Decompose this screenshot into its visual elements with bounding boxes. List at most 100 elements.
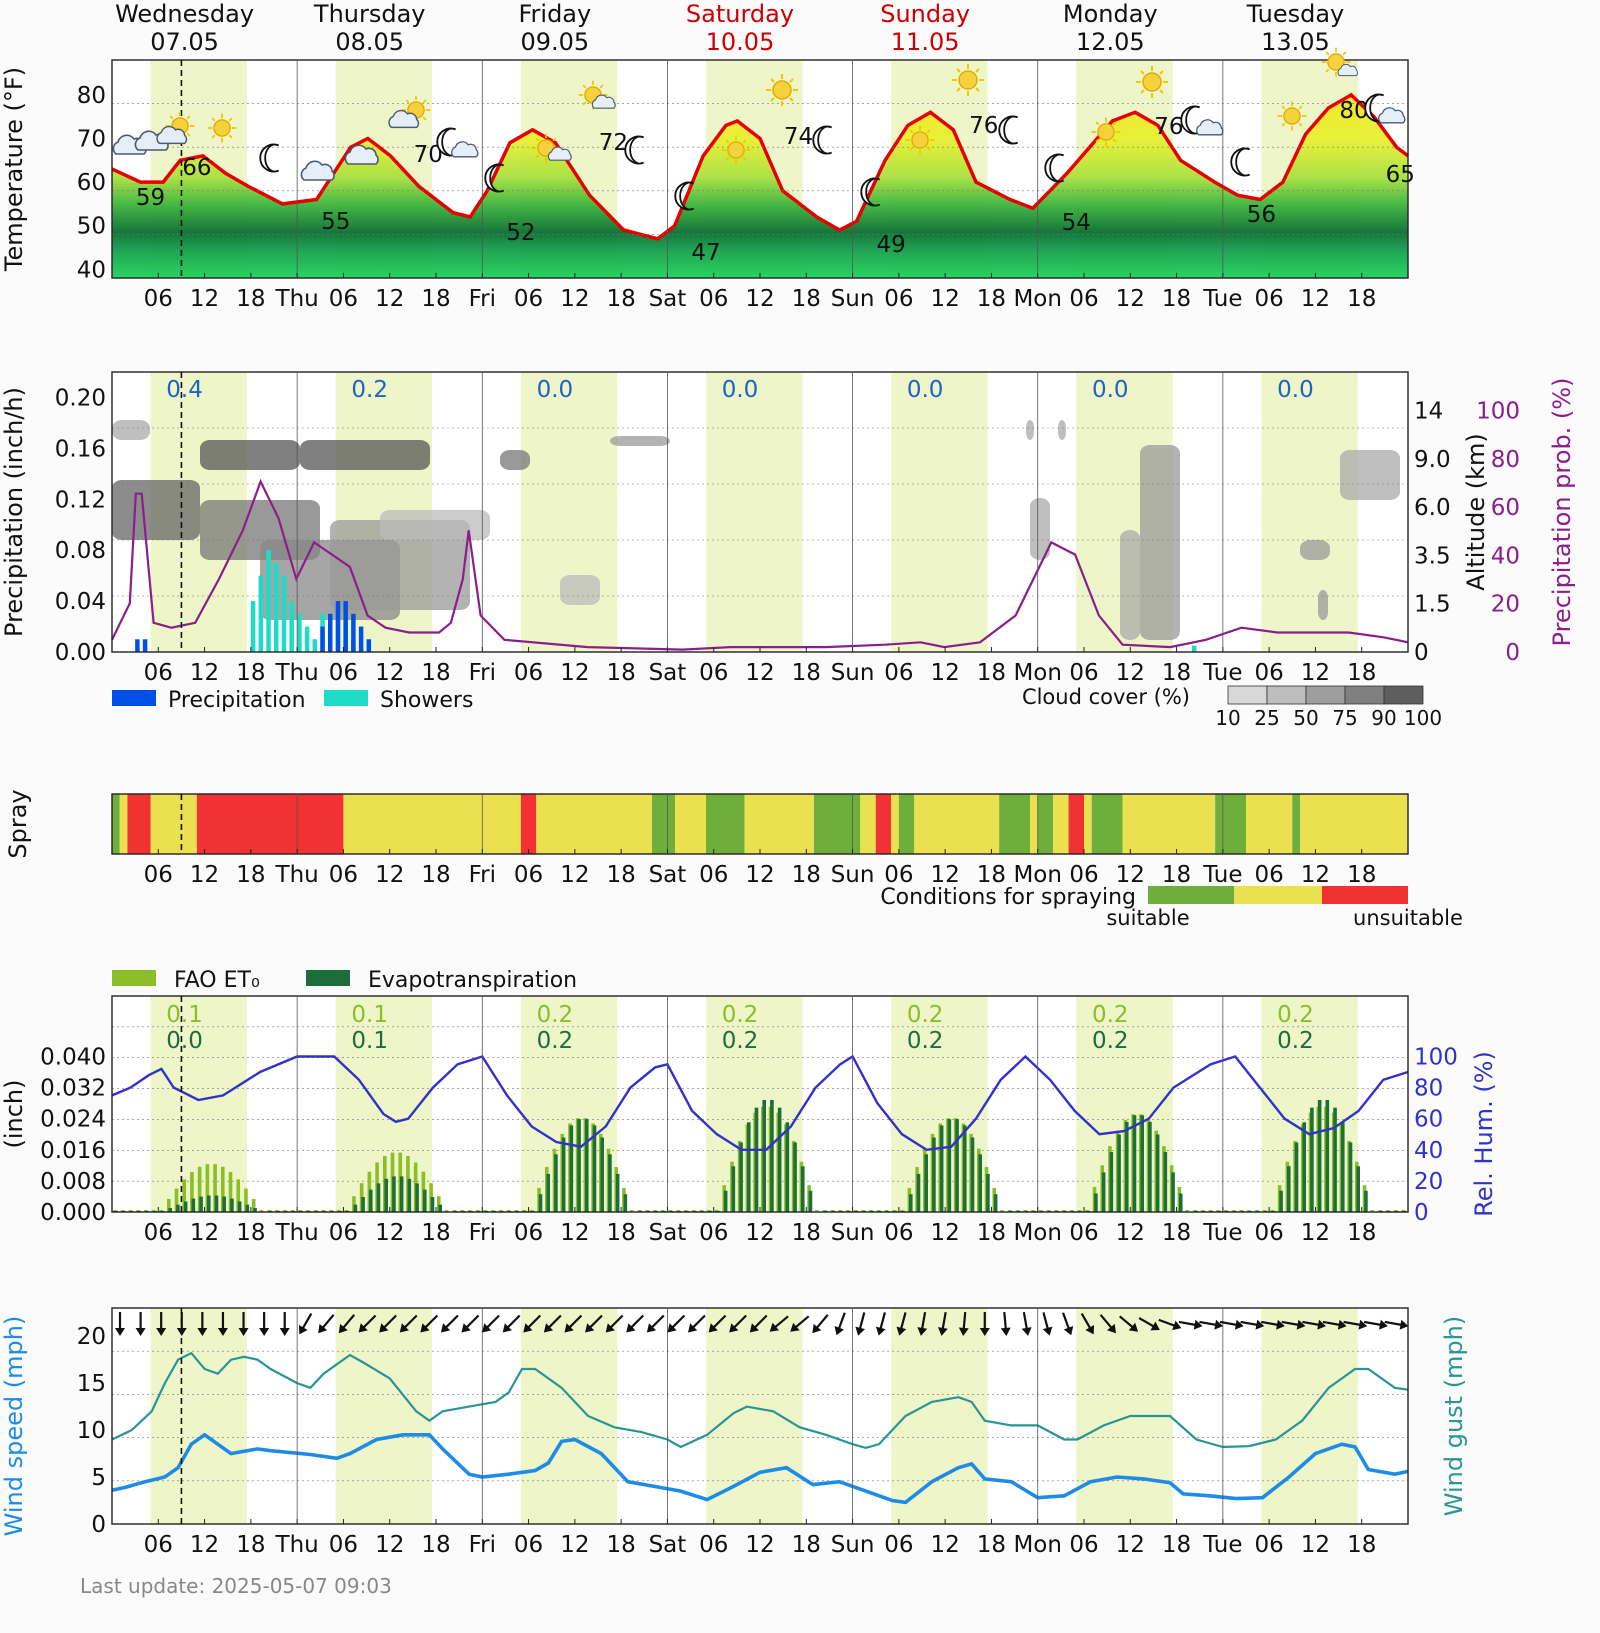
cloud-cover-blob	[330, 520, 470, 610]
arrow-head	[958, 1327, 969, 1336]
spray-segment	[814, 794, 861, 854]
x-tick-label: 06	[699, 862, 728, 888]
fao-et0-bar	[221, 1166, 225, 1212]
evapotranspiration-bar	[1286, 1166, 1291, 1212]
cloud-cover-blob	[380, 510, 490, 540]
temp-value-label: 74	[784, 124, 813, 150]
altitude-tick-label: 9.0	[1414, 447, 1451, 473]
wind-direction-arrow	[197, 1312, 208, 1336]
humidity-tick-label: 40	[1414, 1138, 1443, 1164]
x-tick-label: 18	[1162, 1532, 1191, 1558]
x-tick-label: Tue	[1202, 1532, 1242, 1558]
wind-direction-arrow	[1118, 1315, 1139, 1332]
arrow-head	[917, 1327, 928, 1336]
evapo-legend-label: Evapotranspiration	[368, 968, 577, 993]
evapotranspiration-bar	[183, 1201, 188, 1212]
altitude-axis-label: Altitude (km)	[1462, 433, 1490, 590]
evapotranspiration-bar	[1325, 1099, 1330, 1212]
fao-legend-swatch	[112, 970, 156, 986]
y-tick-label: 40	[77, 257, 106, 283]
showers-legend-swatch	[324, 690, 368, 706]
precipitation-bar	[328, 613, 333, 652]
evapotranspiration-bar	[1148, 1121, 1152, 1212]
x-tick-label: 12	[931, 1532, 960, 1558]
arrow-head	[749, 1323, 759, 1333]
temp-value-label: 80	[1339, 98, 1368, 124]
arrow-head	[502, 1323, 512, 1333]
arrow-head	[259, 1328, 270, 1336]
y-tick-label: 0.032	[40, 1076, 106, 1102]
wind-direction-arrow	[812, 1314, 829, 1334]
arrow-head	[197, 1328, 208, 1336]
cloud-cover-legend-tick: 50	[1293, 706, 1318, 730]
x-tick-label: 18	[236, 1532, 265, 1558]
x-tick-label: 12	[375, 1220, 404, 1246]
x-tick-label: 06	[1255, 1532, 1284, 1558]
arrow-head	[1000, 1327, 1011, 1336]
fao-et0-bar	[213, 1164, 217, 1212]
wind-direction-arrow	[875, 1312, 886, 1336]
fao-et0-bar	[244, 1188, 248, 1212]
day-name: Thursday	[313, 0, 426, 28]
evapotranspiration-bar	[206, 1195, 211, 1212]
shower-bar	[274, 562, 279, 652]
spray-segment	[652, 794, 676, 854]
x-tick-label: Thu	[275, 286, 319, 312]
probability-tick-label: 100	[1476, 399, 1520, 425]
wind-direction-arrow	[156, 1312, 167, 1336]
arrow-head	[279, 1328, 290, 1336]
y-tick-label: 5	[91, 1465, 106, 1491]
spray-segment	[196, 794, 344, 854]
x-tick-label: 06	[1069, 660, 1098, 686]
fao-et0-bar	[197, 1166, 202, 1212]
wind-direction-arrow	[1061, 1312, 1074, 1336]
x-tick-label: 06	[144, 1532, 173, 1558]
spray-segment	[1122, 794, 1216, 854]
shower-bar	[258, 575, 264, 652]
spray-legend-low: suitable	[1106, 906, 1189, 930]
evapotranspiration-bar	[546, 1173, 550, 1212]
evapotranspiration-bar	[762, 1099, 766, 1212]
wind-direction-arrow	[1138, 1317, 1160, 1331]
arrow-head	[156, 1328, 167, 1336]
y-tick-label: 10	[77, 1418, 106, 1444]
x-tick-label: 12	[560, 1532, 589, 1558]
x-tick-label: 06	[1069, 862, 1098, 888]
wind-direction-arrow	[1178, 1319, 1203, 1330]
day-name: Saturday	[686, 0, 794, 28]
evapotranspiration-bar	[924, 1154, 928, 1212]
x-tick-label: 06	[329, 286, 358, 312]
cloud-cover-legend-tick: 90	[1371, 706, 1396, 730]
shower-bar	[266, 550, 271, 652]
shower-bar	[250, 601, 256, 652]
arrow-head	[855, 1326, 866, 1336]
day-date: 10.05	[706, 28, 775, 56]
arrow-head	[1276, 1319, 1285, 1330]
evapotranspiration-bar	[214, 1195, 219, 1212]
arrow-head	[708, 1323, 718, 1333]
x-tick-label: Mon	[1013, 1532, 1062, 1558]
arrow-head	[729, 1323, 739, 1333]
cloud-cover-blob	[1120, 530, 1140, 640]
x-tick-label: 06	[514, 1220, 543, 1246]
evapotranspiration-bar	[1333, 1107, 1337, 1212]
y-axis-label: Spray	[4, 789, 32, 858]
spray-segment	[1030, 794, 1038, 854]
wind-direction-arrow	[135, 1312, 146, 1336]
wind-direction-arrow	[1281, 1319, 1306, 1330]
daytime-band	[706, 1308, 803, 1524]
arrow-head	[1317, 1319, 1327, 1330]
spray-legend-unsuitable	[1322, 886, 1408, 904]
cloud-cover-blob	[560, 575, 600, 605]
evapotranspiration-bar	[932, 1137, 936, 1212]
arrow-head	[358, 1323, 368, 1333]
x-tick-label: 06	[884, 660, 913, 686]
x-tick-label: 12	[745, 660, 774, 686]
arrow-head	[1021, 1327, 1032, 1336]
daily-evapo-total: 0.2	[907, 1028, 944, 1054]
shower-bar	[1192, 645, 1197, 652]
x-tick-label: 12	[1301, 1220, 1330, 1246]
day-name: Monday	[1063, 0, 1158, 28]
evapotranspiration-bar	[1279, 1190, 1283, 1212]
